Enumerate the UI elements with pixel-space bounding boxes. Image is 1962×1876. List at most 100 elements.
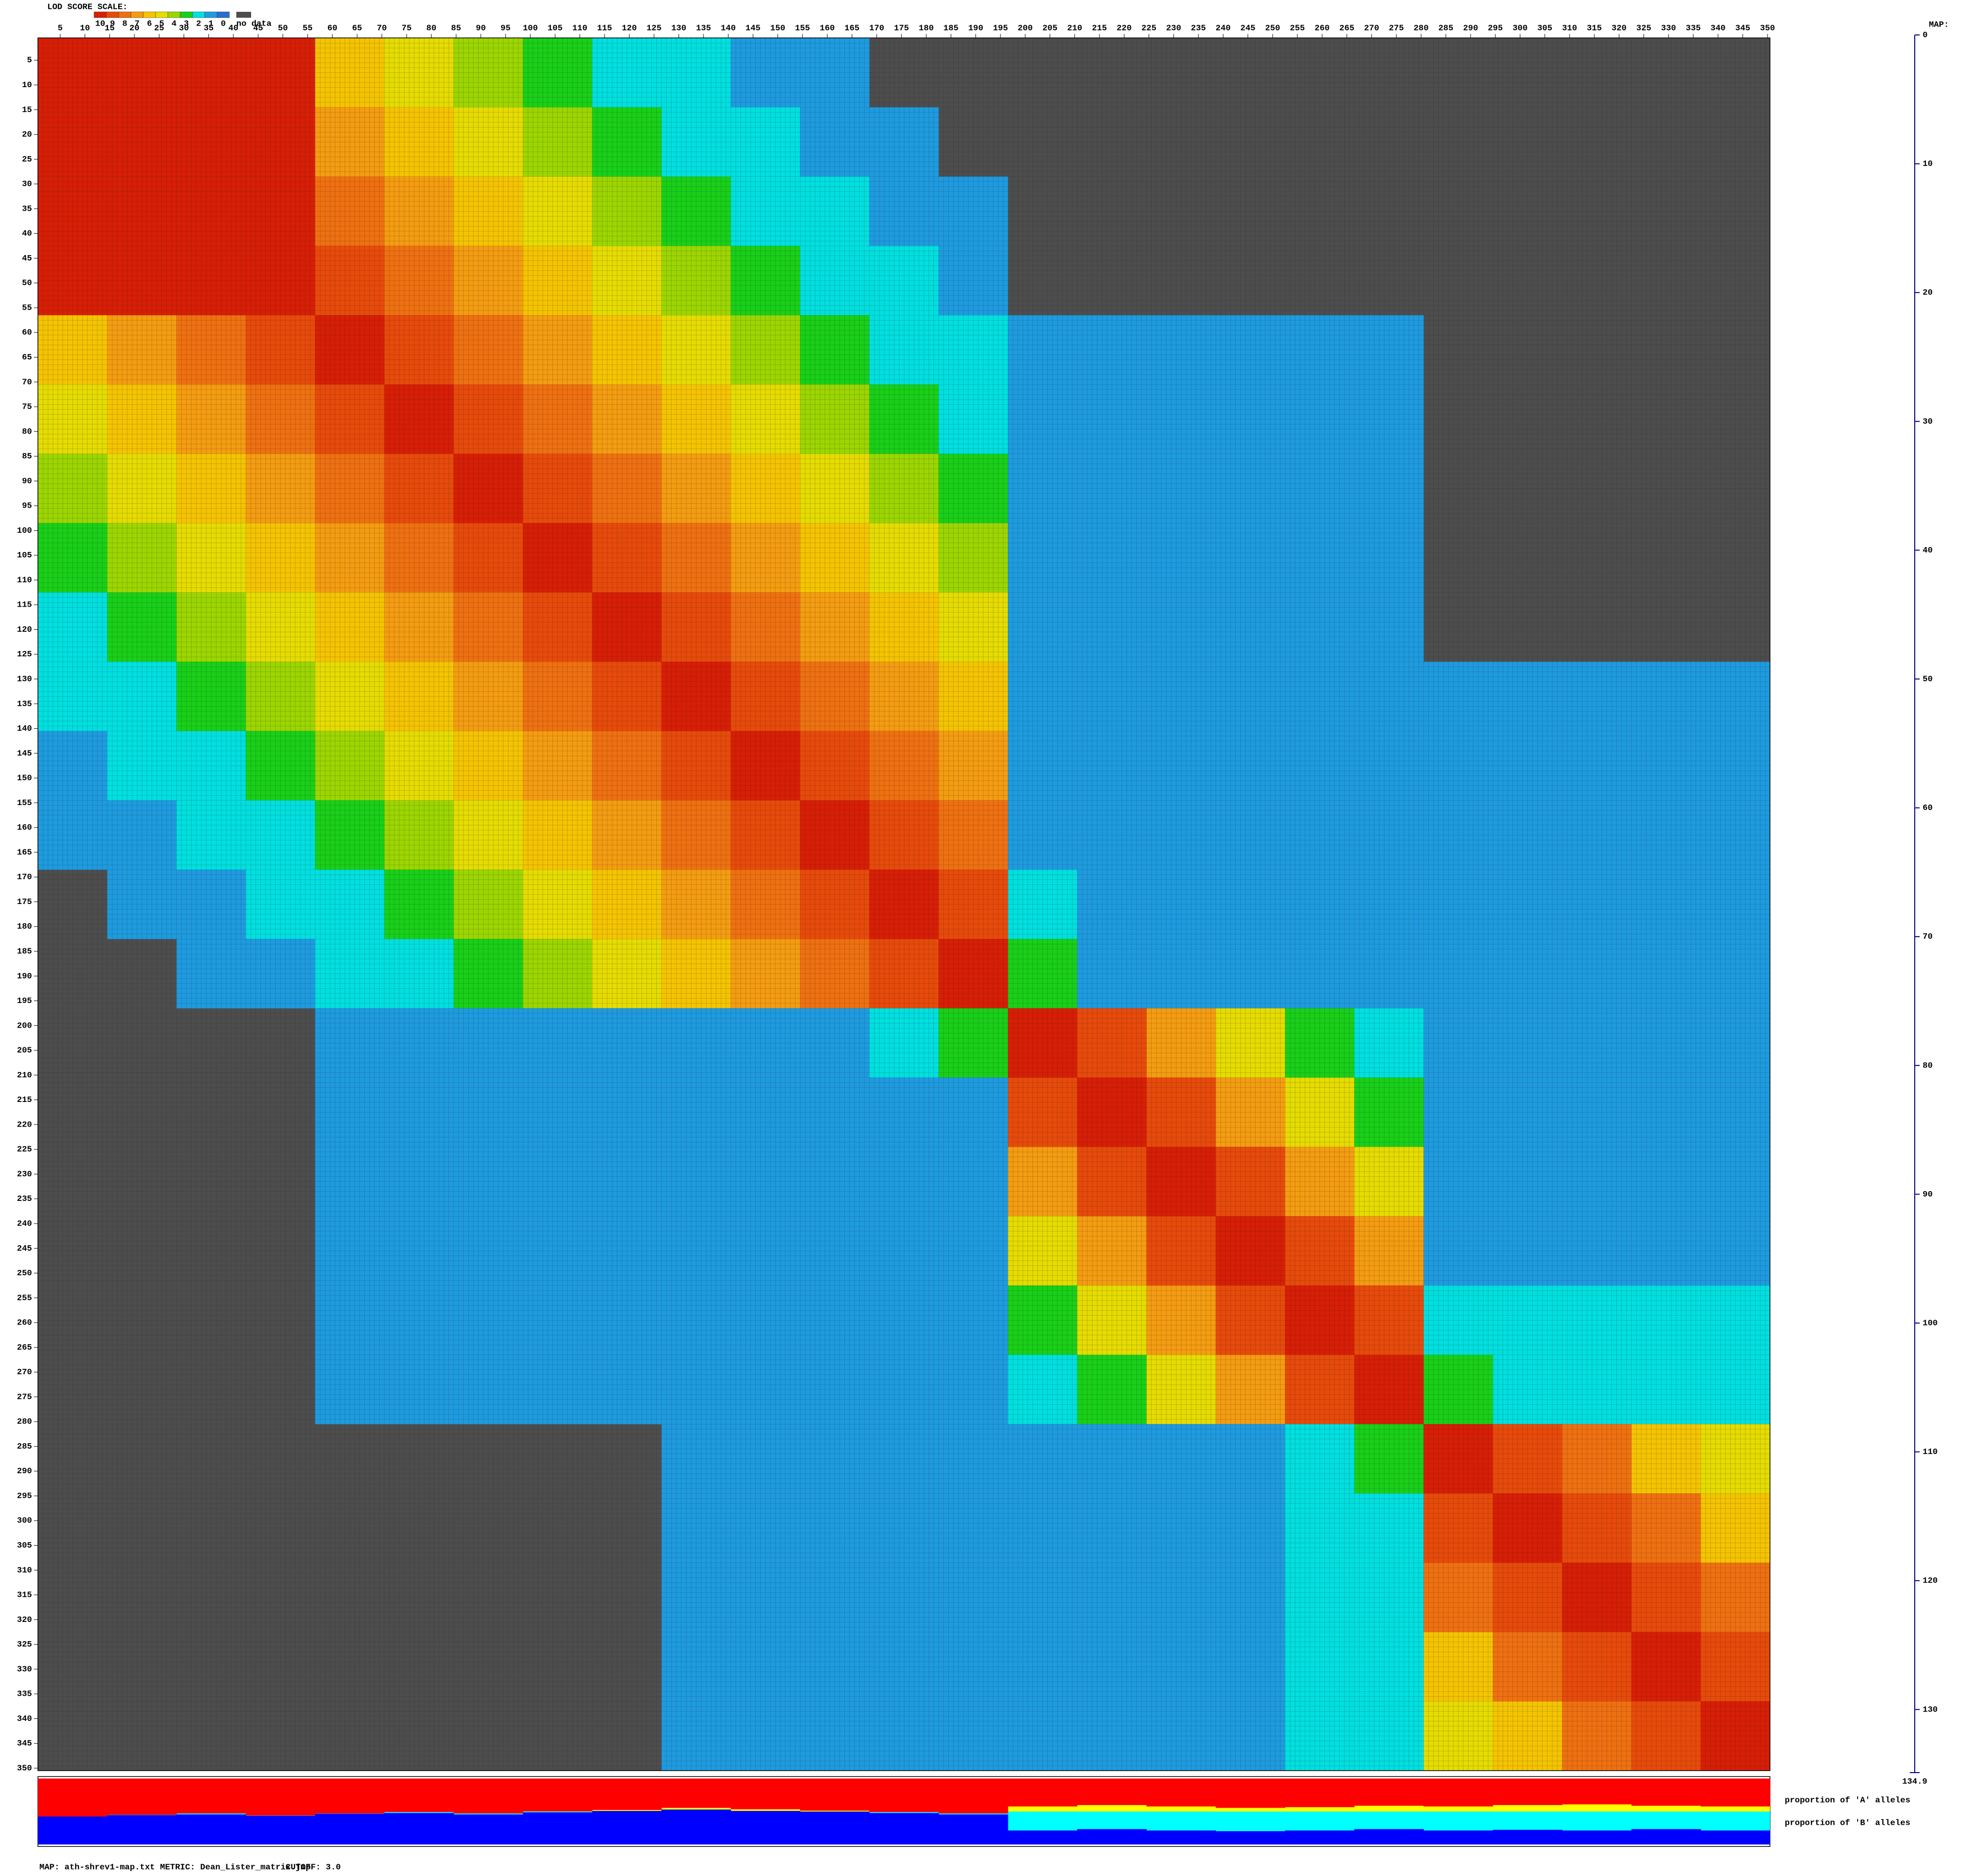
legend-swatch <box>143 11 156 18</box>
y-tick-label: 15 <box>22 105 32 115</box>
legend-title: LOD SCORE SCALE: <box>47 2 128 12</box>
x-tick-label: 290 <box>1463 24 1479 33</box>
y-tick-label: 165 <box>17 848 32 857</box>
y-tick-label: 145 <box>17 749 32 758</box>
y-tick-label: 280 <box>17 1418 32 1427</box>
x-tick-label: 105 <box>547 24 563 33</box>
x-tick-label: 25 <box>154 24 164 33</box>
legend-label: 0 <box>221 19 225 29</box>
allele-a-bar <box>384 1779 454 1812</box>
y-tick-label: 210 <box>17 1071 32 1080</box>
allele-b-bar <box>1354 1829 1424 1844</box>
y-tick-label: 150 <box>17 774 32 783</box>
x-tick-label: 125 <box>646 24 662 33</box>
allele-b-bar <box>246 1815 316 1844</box>
legend-swatch <box>236 12 251 18</box>
allele-a-bar <box>315 1779 385 1813</box>
legend-label: 10 <box>95 19 105 29</box>
allele-a-bar <box>1423 1779 1493 1807</box>
map-tick-label: 100 <box>1923 1319 1938 1328</box>
allele-a-bar <box>1077 1779 1147 1805</box>
y-tick-label: 270 <box>17 1368 32 1377</box>
allele-b-bar <box>800 1811 870 1844</box>
allele-b-bar <box>1008 1830 1078 1844</box>
y-tick-label: 30 <box>22 180 32 189</box>
y-tick-label: 250 <box>17 1269 32 1278</box>
x-tick-label: 330 <box>1661 24 1676 33</box>
allele-a-bar <box>523 1779 593 1811</box>
x-tick-label: 150 <box>770 24 785 33</box>
allele-b-bar <box>938 1814 1008 1844</box>
cell-grid <box>37 37 1770 1771</box>
y-tick-label: 310 <box>17 1566 32 1575</box>
x-tick-label: 65 <box>352 24 362 33</box>
allele-a-bar <box>731 1779 801 1810</box>
y-tick-label: 70 <box>22 378 32 387</box>
y-tick-label: 335 <box>17 1690 32 1699</box>
y-tick-label: 295 <box>17 1491 32 1501</box>
x-tick-label: 190 <box>968 24 983 33</box>
x-tick-label: 100 <box>523 24 538 33</box>
x-tick-label: 75 <box>402 24 412 33</box>
allele-b-bar <box>1146 1830 1216 1844</box>
x-tick-label: 275 <box>1389 24 1404 33</box>
x-tick-label: 240 <box>1216 24 1231 33</box>
y-tick-label: 10 <box>22 81 32 90</box>
legend-label: 9 <box>110 19 115 29</box>
map-tick-label: 80 <box>1923 1061 1932 1070</box>
y-tick-label: 110 <box>17 576 32 585</box>
y-tick-label: 345 <box>17 1739 32 1748</box>
allele-b-bar <box>1493 1830 1563 1844</box>
x-tick-label: 80 <box>426 24 436 33</box>
x-tick-label: 70 <box>377 24 386 33</box>
allele-a-bar <box>1285 1779 1355 1808</box>
legend-swatch <box>155 11 168 18</box>
x-tick-label: 270 <box>1364 24 1380 33</box>
map-tick-label: 110 <box>1923 1448 1938 1457</box>
x-tick-label: 130 <box>671 24 686 33</box>
y-tick-label: 185 <box>17 947 32 957</box>
y-tick-label: 350 <box>17 1764 32 1773</box>
x-tick-label: 30 <box>179 24 189 33</box>
y-tick-label: 5 <box>27 56 32 65</box>
y-tick-label: 90 <box>22 477 32 486</box>
allele-b-bar <box>1701 1830 1770 1844</box>
x-tick-label: 175 <box>894 24 909 33</box>
x-tick-label: 265 <box>1339 24 1354 33</box>
allele-a-bar <box>869 1779 939 1812</box>
x-tick-label: 140 <box>721 24 736 33</box>
y-tick-label: 75 <box>22 403 32 412</box>
x-tick-label: 60 <box>327 24 337 33</box>
allele-b-bar <box>523 1812 593 1844</box>
x-tick-label: 10 <box>80 24 90 33</box>
y-tick-label: 260 <box>17 1319 32 1328</box>
y-tick-label: 190 <box>17 972 32 981</box>
allele-b-bar <box>1423 1830 1493 1844</box>
y-tick-label: 65 <box>22 353 32 362</box>
y-tick-label: 135 <box>17 700 32 709</box>
y-tick-label: 170 <box>17 873 32 882</box>
legend-swatch <box>118 11 131 18</box>
map-tick-label: 60 <box>1923 804 1932 813</box>
y-tick-label: 155 <box>17 799 32 808</box>
legend-label: 7 <box>134 19 139 29</box>
legend-swatch <box>94 11 107 18</box>
y-tick-label: 330 <box>17 1665 32 1674</box>
allele-a-bar <box>176 1779 246 1813</box>
y-tick-label: 25 <box>22 155 32 164</box>
x-tick-label: 45 <box>253 24 263 33</box>
allele-a-bar <box>1701 1779 1770 1807</box>
map-tick-label: 30 <box>1923 417 1932 426</box>
allele-b-bar <box>38 1816 108 1844</box>
allele-b-bar <box>661 1810 731 1844</box>
x-tick-label: 325 <box>1636 24 1651 33</box>
allele-a-bar <box>592 1779 662 1810</box>
map-tick-label: 70 <box>1923 933 1932 942</box>
y-tick-label: 325 <box>17 1640 32 1650</box>
legend-label: 4 <box>171 19 176 29</box>
x-tick-label: 95 <box>501 24 511 33</box>
allele-b-bar <box>1285 1830 1355 1844</box>
x-tick-label: 85 <box>451 24 461 33</box>
allele-a-bar <box>1354 1779 1424 1806</box>
x-tick-label: 185 <box>943 24 959 33</box>
